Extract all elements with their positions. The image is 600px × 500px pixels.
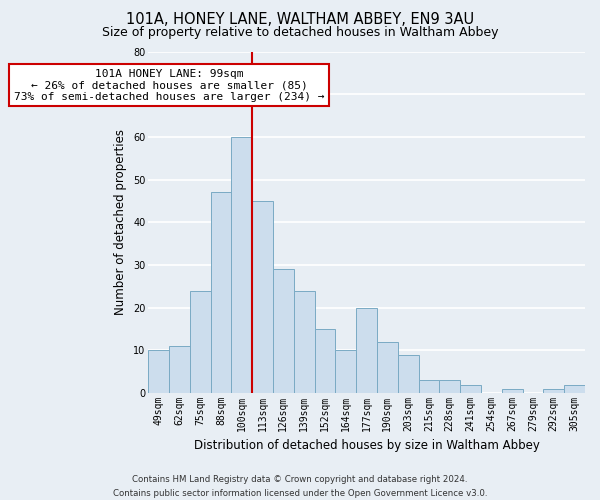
Bar <box>439 380 460 393</box>
Bar <box>564 384 585 393</box>
Bar <box>211 192 232 393</box>
X-axis label: Distribution of detached houses by size in Waltham Abbey: Distribution of detached houses by size … <box>194 440 539 452</box>
Bar <box>419 380 439 393</box>
Bar <box>314 329 335 393</box>
Bar <box>294 290 314 393</box>
Y-axis label: Number of detached properties: Number of detached properties <box>115 130 127 316</box>
Text: Contains HM Land Registry data © Crown copyright and database right 2024.
Contai: Contains HM Land Registry data © Crown c… <box>113 476 487 498</box>
Bar <box>398 354 419 393</box>
Bar <box>190 290 211 393</box>
Bar <box>335 350 356 393</box>
Bar <box>252 201 273 393</box>
Bar <box>377 342 398 393</box>
Bar <box>502 389 523 393</box>
Bar <box>273 270 294 393</box>
Bar <box>148 350 169 393</box>
Text: 101A, HONEY LANE, WALTHAM ABBEY, EN9 3AU: 101A, HONEY LANE, WALTHAM ABBEY, EN9 3AU <box>126 12 474 28</box>
Bar <box>460 384 481 393</box>
Bar <box>544 389 564 393</box>
Text: Size of property relative to detached houses in Waltham Abbey: Size of property relative to detached ho… <box>102 26 498 39</box>
Bar <box>356 308 377 393</box>
Bar <box>169 346 190 393</box>
Bar <box>232 137 252 393</box>
Text: 101A HONEY LANE: 99sqm
← 26% of detached houses are smaller (85)
73% of semi-det: 101A HONEY LANE: 99sqm ← 26% of detached… <box>14 68 324 102</box>
